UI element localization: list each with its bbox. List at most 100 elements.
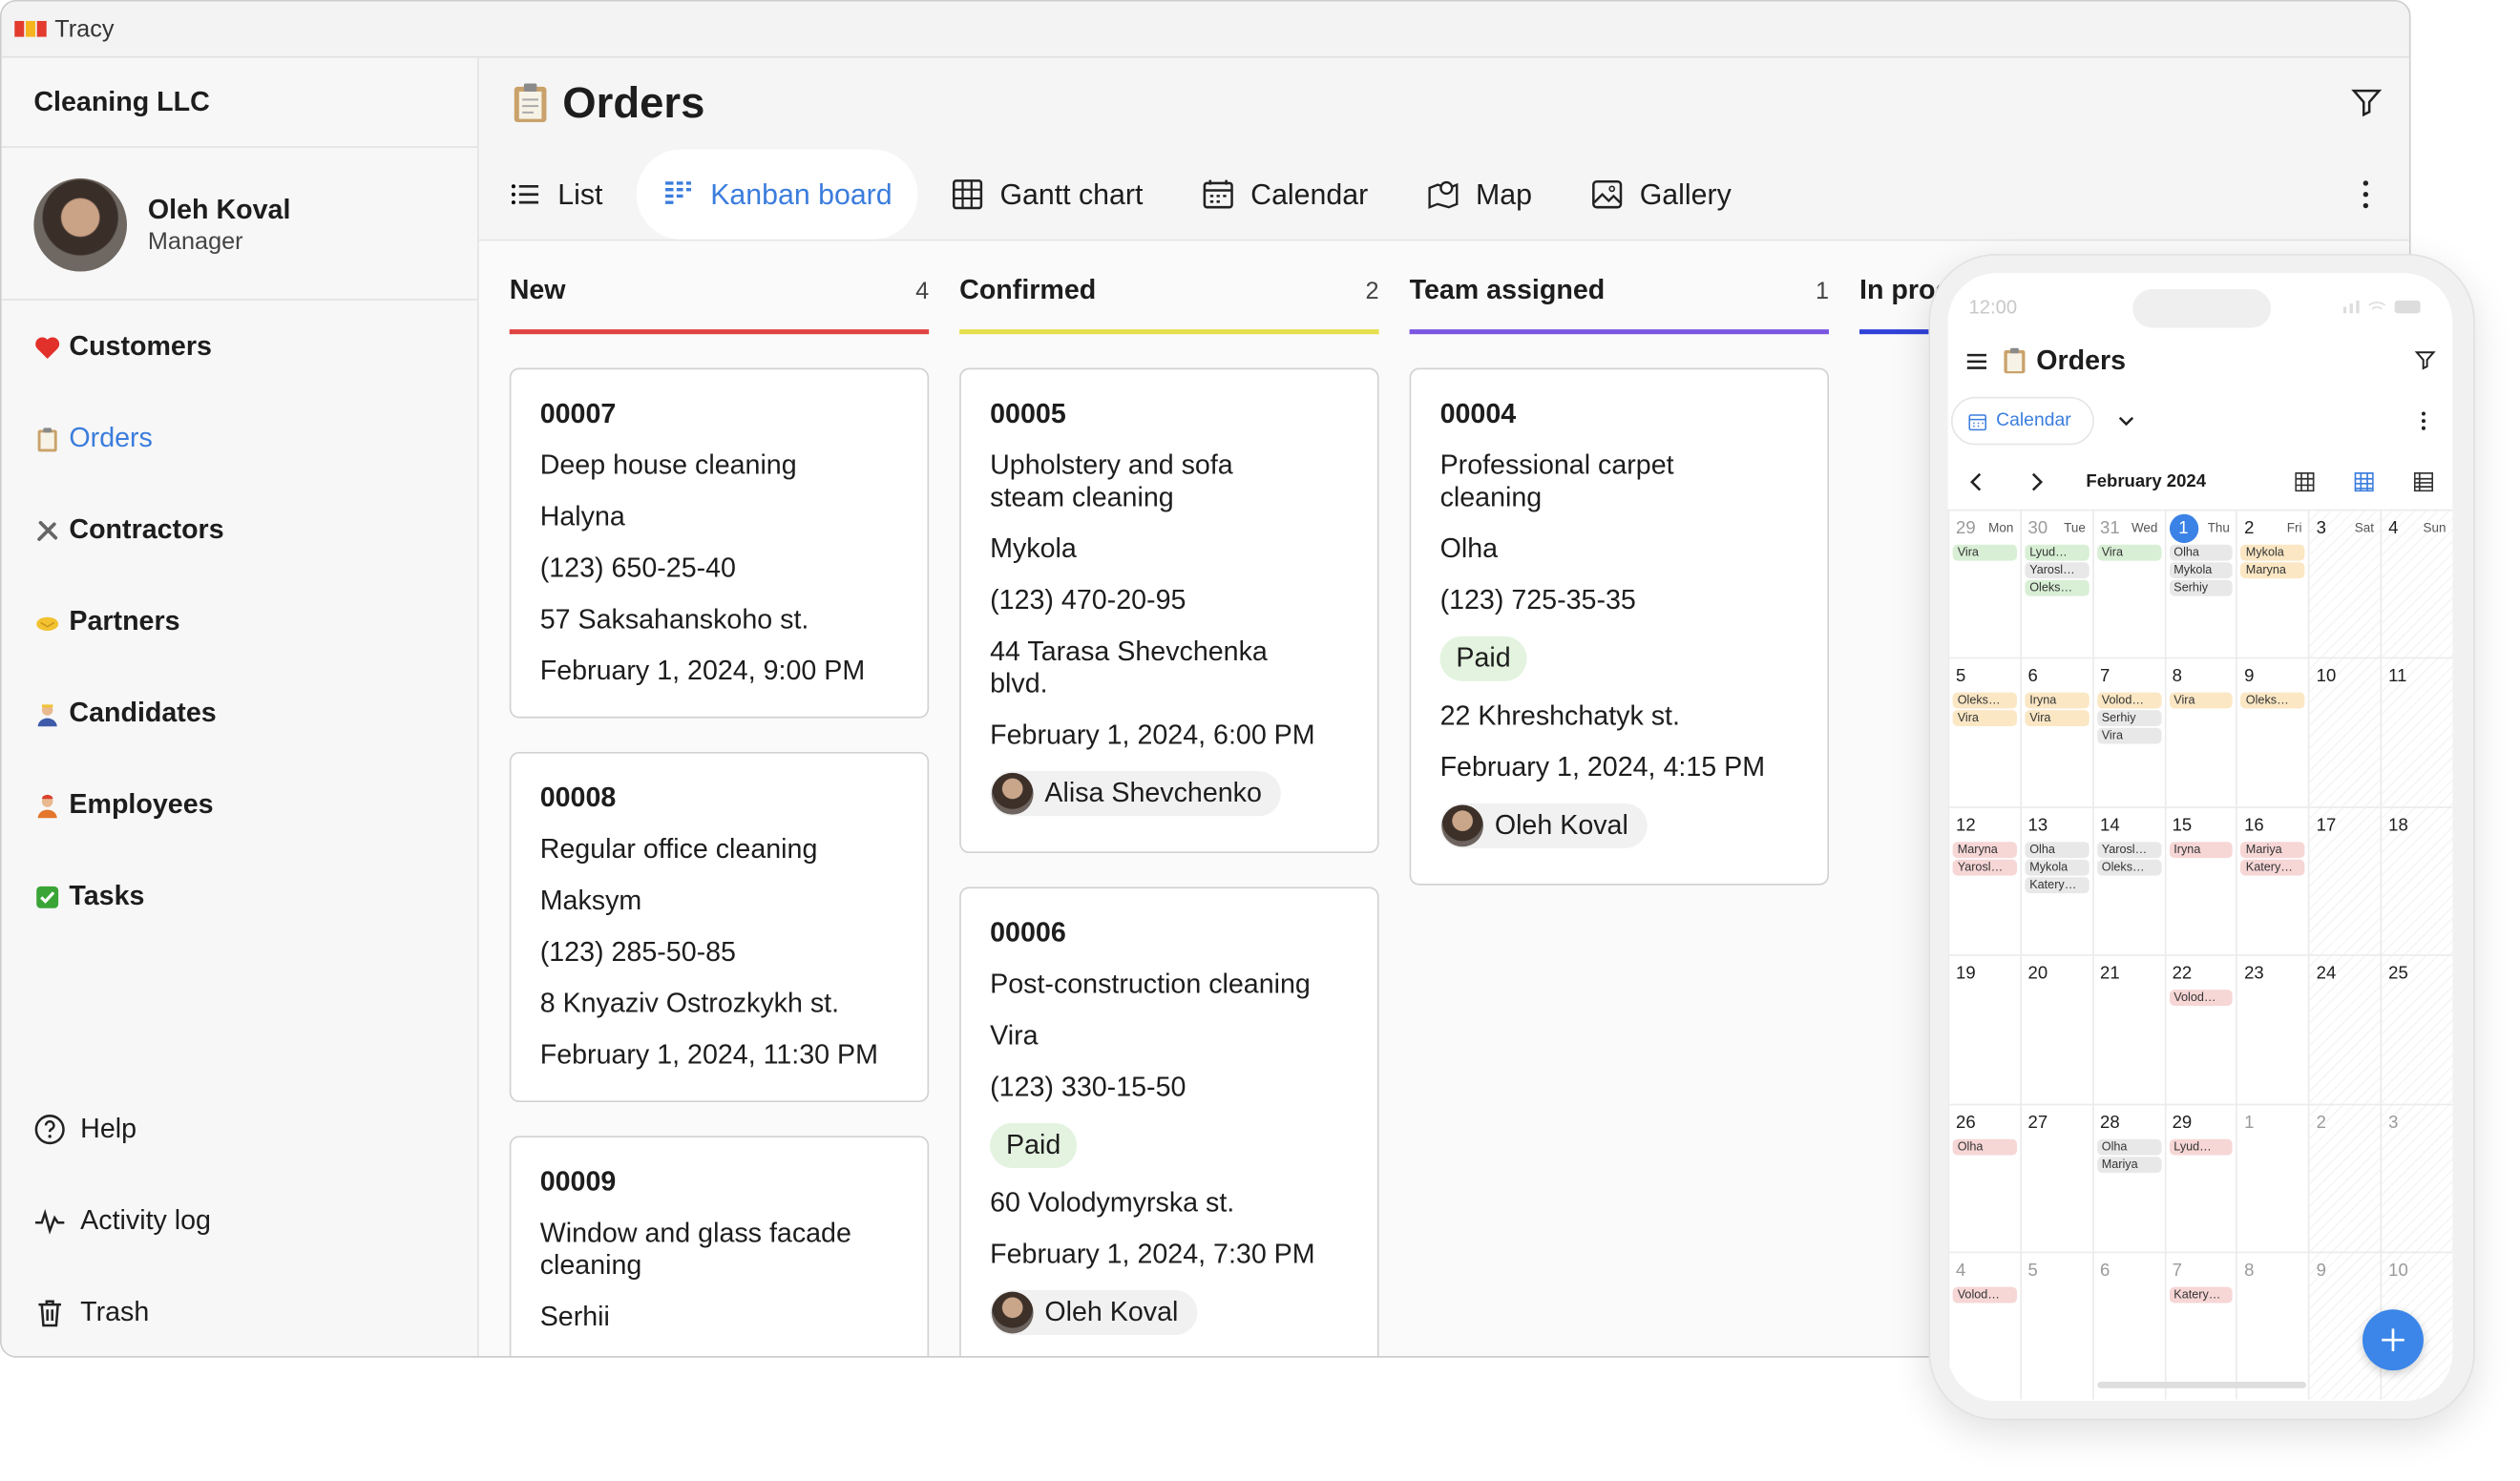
day-cell[interactable]: 19 [1947, 954, 2021, 1103]
nav-item[interactable]: Orders [33, 419, 153, 457]
day-cell[interactable]: 29 Lyud… [2164, 1102, 2236, 1252]
event-chip[interactable]: Mykola [2240, 544, 2305, 561]
day-cell[interactable]: 10 [2308, 657, 2381, 806]
day-cell[interactable]: 24 [2308, 954, 2381, 1103]
next-month[interactable] [2028, 472, 2045, 491]
nav-item[interactable]: Customers [33, 327, 212, 365]
event-chip[interactable]: Iryna [2169, 841, 2234, 858]
event-chip[interactable]: Katery… [2025, 876, 2090, 893]
day-cell[interactable]: 4 Sun [2380, 509, 2453, 658]
view-tab[interactable]: Calendar [1177, 150, 1394, 240]
month-view[interactable] [2295, 471, 2315, 492]
order-card[interactable]: 00009 Window and glass facade cleaning Ser… [509, 1136, 930, 1357]
day-cell[interactable]: 31 Wed Vira [2091, 509, 2165, 658]
day-cell[interactable]: 5 [2020, 1251, 2092, 1401]
day-cell[interactable]: 7 Katery… [2164, 1251, 2236, 1401]
event-chip[interactable]: Vira [2096, 728, 2161, 745]
order-card[interactable]: 00006 Post-construction cleaning Vira (123)… [959, 887, 1379, 1357]
event-chip[interactable]: Vira [1952, 544, 2017, 561]
event-chip[interactable]: Lyud… [2025, 544, 2090, 561]
menu-button[interactable] [1965, 350, 1988, 373]
day-cell[interactable]: 1 Thu Olha Mykola Serhiy [2164, 509, 2236, 658]
event-chip[interactable]: Volod… [2169, 990, 2234, 1007]
order-card[interactable]: 00007 Deep house cleaning Halyna (123) 650-… [509, 367, 930, 719]
day-cell[interactable]: 4 Volod… [1947, 1251, 2021, 1401]
event-chip[interactable]: Lyud… [2169, 1138, 2234, 1155]
view-tab[interactable]: Gantt chart [926, 150, 1168, 240]
day-cell[interactable]: 27 [2020, 1102, 2092, 1252]
event-chip[interactable]: Serhiy [2169, 579, 2234, 596]
week-view[interactable] [2354, 471, 2374, 492]
day-cell[interactable]: 15 Iryna [2164, 805, 2236, 955]
nav-item[interactable]: Employees [33, 785, 214, 824]
day-cell[interactable]: 1 [2236, 1102, 2309, 1252]
event-chip[interactable]: Maryna [2240, 562, 2305, 579]
calendar-tab[interactable]: Calendar [1950, 396, 2094, 446]
event-chip[interactable]: Olha [2169, 544, 2234, 561]
event-chip[interactable]: Serhiy [2096, 710, 2161, 727]
event-chip[interactable]: Oleks… [1952, 693, 2017, 710]
view-tab[interactable]: Map [1402, 150, 1558, 240]
day-cell[interactable]: 8 Vira [2164, 657, 2236, 806]
event-chip[interactable]: Vira [2025, 710, 2090, 727]
view-tab[interactable]: List [484, 150, 629, 240]
nav-item[interactable]: Partners [33, 602, 180, 640]
day-cell[interactable]: 3 [2380, 1102, 2453, 1252]
day-cell[interactable]: 25 [2380, 954, 2453, 1103]
event-chip[interactable]: Iryna [2025, 693, 2090, 710]
day-cell[interactable]: 16 Mariya Katery… [2236, 805, 2309, 955]
event-chip[interactable]: Yarosl… [2096, 841, 2161, 858]
event-chip[interactable]: Mykola [2025, 859, 2090, 876]
event-chip[interactable]: Olha [2096, 1138, 2161, 1155]
day-cell[interactable]: 6 [2091, 1251, 2165, 1401]
day-cell[interactable]: 30 Tue Lyud… Yarosl… Oleks… [2020, 509, 2092, 658]
event-chip[interactable]: Vira [1952, 710, 2017, 727]
event-chip[interactable]: Oleks… [2240, 693, 2305, 710]
day-cell[interactable]: 18 [2380, 805, 2453, 955]
event-chip[interactable]: Yarosl… [1952, 859, 2017, 876]
order-card[interactable]: 00008 Regular office cleaning Maksym (123) … [509, 751, 930, 1102]
day-cell[interactable]: 17 [2308, 805, 2381, 955]
view-dropdown[interactable] [2116, 413, 2135, 429]
day-cell[interactable]: 29 Mon Vira [1947, 509, 2021, 658]
event-chip[interactable]: Vira [2096, 544, 2161, 561]
nav-item[interactable]: Contractors [33, 511, 224, 549]
nav-item[interactable]: Tasks [33, 877, 144, 915]
event-chip[interactable]: Katery… [2169, 1286, 2234, 1304]
event-chip[interactable]: Volod… [2096, 693, 2161, 710]
event-chip[interactable]: Katery… [2240, 859, 2305, 876]
list-view[interactable] [2413, 471, 2434, 492]
day-cell[interactable]: 11 [2380, 657, 2453, 806]
event-chip[interactable]: Mykola [2169, 562, 2234, 579]
day-cell[interactable]: 2 [2308, 1102, 2381, 1252]
event-chip[interactable]: Olha [2025, 841, 2090, 858]
event-chip[interactable]: Volod… [1952, 1286, 2017, 1304]
event-chip[interactable]: Maryna [1952, 841, 2017, 858]
day-cell[interactable]: 28 Olha Mariya [2091, 1102, 2165, 1252]
day-cell[interactable]: 2 Fri Mykola Maryna [2236, 509, 2309, 658]
event-chip[interactable]: Vira [2169, 693, 2234, 710]
add-button[interactable] [2362, 1309, 2424, 1371]
day-cell[interactable]: 7 Volod… Serhiy Vira [2091, 657, 2165, 806]
event-chip[interactable]: Yarosl… [2025, 562, 2090, 579]
day-cell[interactable]: 20 [2020, 954, 2092, 1103]
day-cell[interactable]: 13 Olha Mykola Katery… [2020, 805, 2092, 955]
event-chip[interactable]: Oleks… [2096, 859, 2161, 876]
order-card[interactable]: 00005 Upholstery and sofa steam cleaning M… [959, 367, 1379, 854]
footer-item[interactable]: Activity log [33, 1201, 211, 1240]
day-cell[interactable]: 26 Olha [1947, 1102, 2021, 1252]
more-button[interactable] [2351, 178, 2380, 211]
filter-button[interactable] [2414, 348, 2437, 371]
day-cell[interactable]: 21 [2091, 954, 2165, 1103]
day-cell[interactable]: 8 [2236, 1251, 2309, 1401]
event-chip[interactable]: Mariya [2096, 1156, 2161, 1173]
event-chip[interactable]: Olha [1952, 1138, 2017, 1155]
view-tab[interactable]: Kanban board [636, 149, 918, 240]
day-cell[interactable]: 6 Iryna Vira [2020, 657, 2092, 806]
order-card[interactable]: 00004 Professional carpet cleaning Olha (12… [1409, 367, 1830, 886]
day-cell[interactable]: 5 Oleks… Vira [1947, 657, 2021, 806]
event-chip[interactable]: Mariya [2240, 841, 2305, 858]
nav-item[interactable]: Candidates [33, 694, 217, 732]
day-cell[interactable]: 22 Volod… [2164, 954, 2236, 1103]
day-cell[interactable]: 23 [2236, 954, 2309, 1103]
